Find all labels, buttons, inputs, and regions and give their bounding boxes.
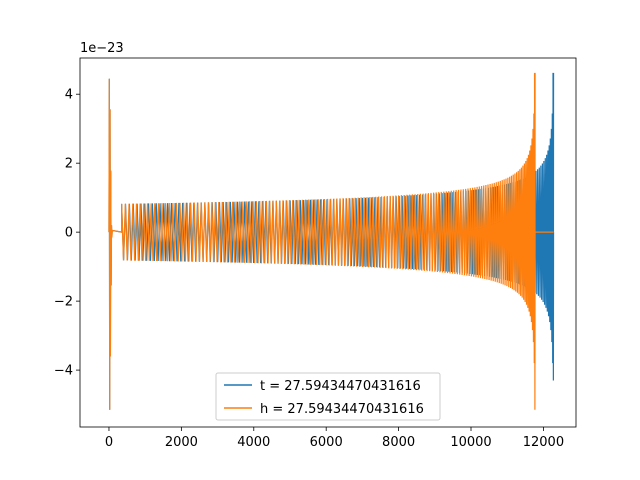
legend: t = 27.59434470431616 h = 27.59434470431… <box>215 372 441 421</box>
x-tick-label: 2000 <box>165 435 198 450</box>
y-axis: −4 −2 0 2 4 <box>54 88 80 379</box>
x-tick-label: 6000 <box>310 435 343 450</box>
legend-box <box>215 372 441 421</box>
x-tick-label: 12000 <box>523 435 564 450</box>
y-tick-label: 0 <box>65 226 73 241</box>
y-tick-label: −2 <box>54 295 73 310</box>
x-axis: 0 2000 4000 6000 8000 10000 12000 <box>105 427 564 450</box>
x-tick-label: 10000 <box>450 435 491 450</box>
series-line-h <box>108 72 554 410</box>
y-offset-label: 1e−23 <box>80 41 124 56</box>
y-tick-label: 4 <box>65 88 73 103</box>
x-tick-label: 8000 <box>382 435 415 450</box>
x-tick-label: 4000 <box>237 435 270 450</box>
legend-label-t: t = 27.59434470431616 <box>260 379 421 394</box>
y-tick-label: −4 <box>54 364 73 379</box>
series-layer <box>108 72 555 410</box>
legend-label-h: h = 27.59434470431616 <box>260 402 424 417</box>
axes-frame <box>79 57 577 428</box>
x-tick-label: 0 <box>105 435 113 450</box>
y-tick-label: 2 <box>65 157 73 172</box>
